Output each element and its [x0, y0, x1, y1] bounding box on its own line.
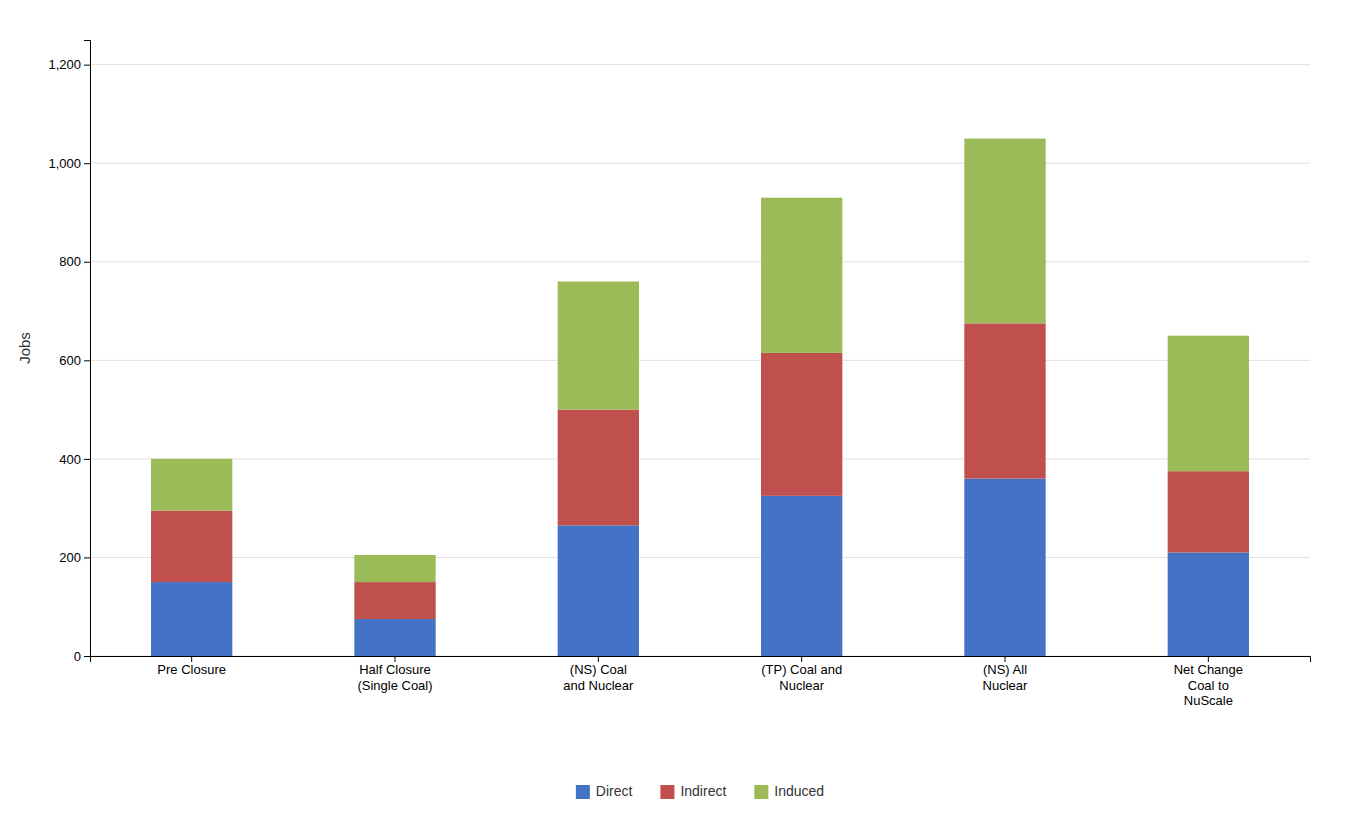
y-tick: 200	[59, 550, 90, 565]
x-tick-label: (NS) Coaland Nuclear	[563, 662, 634, 693]
x-tick-label-line: (NS) Coal	[570, 662, 627, 677]
x-tick-label-line: Nuclear	[779, 678, 824, 693]
y-tick: 0	[74, 649, 90, 664]
x-tick-label-line: Half Closure	[359, 662, 431, 677]
x-tick-mark	[395, 656, 396, 662]
legend-swatch	[660, 785, 674, 799]
bar	[354, 555, 435, 582]
y-tick-label: 1,000	[48, 156, 81, 171]
y-tick-label: 600	[59, 353, 81, 368]
y-tick: 400	[59, 452, 90, 467]
grid-line	[90, 557, 1310, 558]
x-tick: (TP) Coal andNuclear	[761, 656, 842, 693]
x-tick-label-line: Nuclear	[983, 678, 1028, 693]
bar	[964, 479, 1045, 656]
x-tick-mark	[801, 656, 802, 662]
bars	[151, 139, 1249, 656]
bar	[151, 511, 232, 582]
x-tick: (NS) Coaland Nuclear	[563, 656, 634, 693]
bar	[151, 459, 232, 511]
y-tick-label: 0	[74, 649, 81, 664]
x-tick-label-line: Net Change	[1174, 662, 1243, 677]
grid-line	[90, 163, 1310, 164]
bar	[761, 198, 842, 353]
legend-label: Induced	[774, 783, 824, 799]
y-tick-mark	[84, 65, 90, 66]
y-tick-mark	[84, 163, 90, 164]
x-axis: Pre Closure Half Closure(Single Coal) (NS)…	[91, 656, 1311, 708]
bar-series	[151, 323, 1249, 619]
bar	[761, 353, 842, 496]
x-tick: (NS) AllNuclear	[983, 656, 1028, 693]
grid-line	[90, 261, 1310, 262]
x-tick: Pre Closure	[157, 656, 226, 677]
y-tick: 1,000	[48, 156, 90, 171]
bar	[558, 410, 639, 526]
x-tick-label-line: Pre Closure	[157, 662, 226, 677]
x-tick-label-line: NuScale	[1184, 693, 1233, 708]
grid-line	[90, 458, 1310, 459]
bar	[964, 323, 1045, 478]
x-tick-label-line: and Nuclear	[563, 678, 634, 693]
bar	[151, 582, 232, 656]
x-axis-line	[91, 657, 1311, 663]
x-tick-label: Half Closure(Single Coal)	[357, 662, 432, 693]
grid-line	[90, 64, 1310, 65]
grid	[90, 65, 1310, 656]
y-tick: 800	[59, 254, 90, 269]
bar	[1168, 336, 1249, 472]
x-tick-label-line: (Single Coal)	[357, 678, 432, 693]
x-tick-label-line: (NS) All	[983, 662, 1027, 677]
bar-series	[151, 479, 1249, 656]
x-tick: Net ChangeCoal toNuScale	[1174, 656, 1243, 708]
legend-label: Direct	[596, 783, 633, 799]
y-axis-label: Jobs	[16, 332, 33, 364]
y-axis: 0 200 400 600 800 1,000 1,200	[48, 41, 90, 664]
bar	[354, 619, 435, 656]
bar-series	[151, 139, 1249, 583]
y-tick-label: 400	[59, 452, 81, 467]
bar	[761, 496, 842, 656]
bar	[558, 281, 639, 409]
x-tick-mark	[1208, 656, 1209, 662]
y-tick-mark	[84, 262, 90, 263]
plot: 0 200 400 600 800 1,000 1,200 Pre Closure Half C…	[48, 41, 1310, 709]
y-tick-mark	[84, 656, 90, 657]
legend-item: Induced	[754, 783, 824, 799]
x-tick-label: Net ChangeCoal toNuScale	[1174, 662, 1243, 708]
x-tick-label: (NS) AllNuclear	[983, 662, 1028, 693]
x-tick-label-line: Coal to	[1188, 678, 1229, 693]
y-tick-mark	[84, 557, 90, 558]
x-tick-label: (TP) Coal andNuclear	[761, 662, 842, 693]
grid-line	[90, 360, 1310, 361]
legend-item: Direct	[576, 783, 633, 799]
y-tick-mark	[84, 459, 90, 460]
bar	[354, 582, 435, 619]
y-tick: 1,200	[48, 57, 90, 72]
y-tick: 600	[59, 353, 90, 368]
y-tick-label: 1,200	[48, 57, 81, 72]
y-tick-label: 200	[59, 550, 81, 565]
x-tick-mark	[1005, 656, 1006, 662]
x-tick-label: Pre Closure	[157, 662, 226, 677]
bar	[964, 139, 1045, 324]
x-tick-label-line: (TP) Coal and	[761, 662, 842, 677]
bar	[1168, 553, 1249, 656]
chart: 0 200 400 600 800 1,000 1,200 Pre Closure Half C…	[0, 0, 1350, 826]
y-tick-label: 800	[59, 254, 81, 269]
x-tick-mark	[191, 656, 192, 662]
legend: Direct Indirect Induced	[576, 783, 824, 799]
y-tick-mark	[84, 360, 90, 361]
bar	[1168, 471, 1249, 552]
legend-swatch	[754, 785, 768, 799]
legend-label: Indirect	[680, 783, 726, 799]
legend-swatch	[576, 785, 590, 799]
bar	[558, 525, 639, 656]
x-tick: Half Closure(Single Coal)	[357, 656, 432, 693]
x-tick-mark	[598, 656, 599, 662]
legend-item: Indirect	[660, 783, 726, 799]
y-axis-line	[84, 41, 91, 657]
